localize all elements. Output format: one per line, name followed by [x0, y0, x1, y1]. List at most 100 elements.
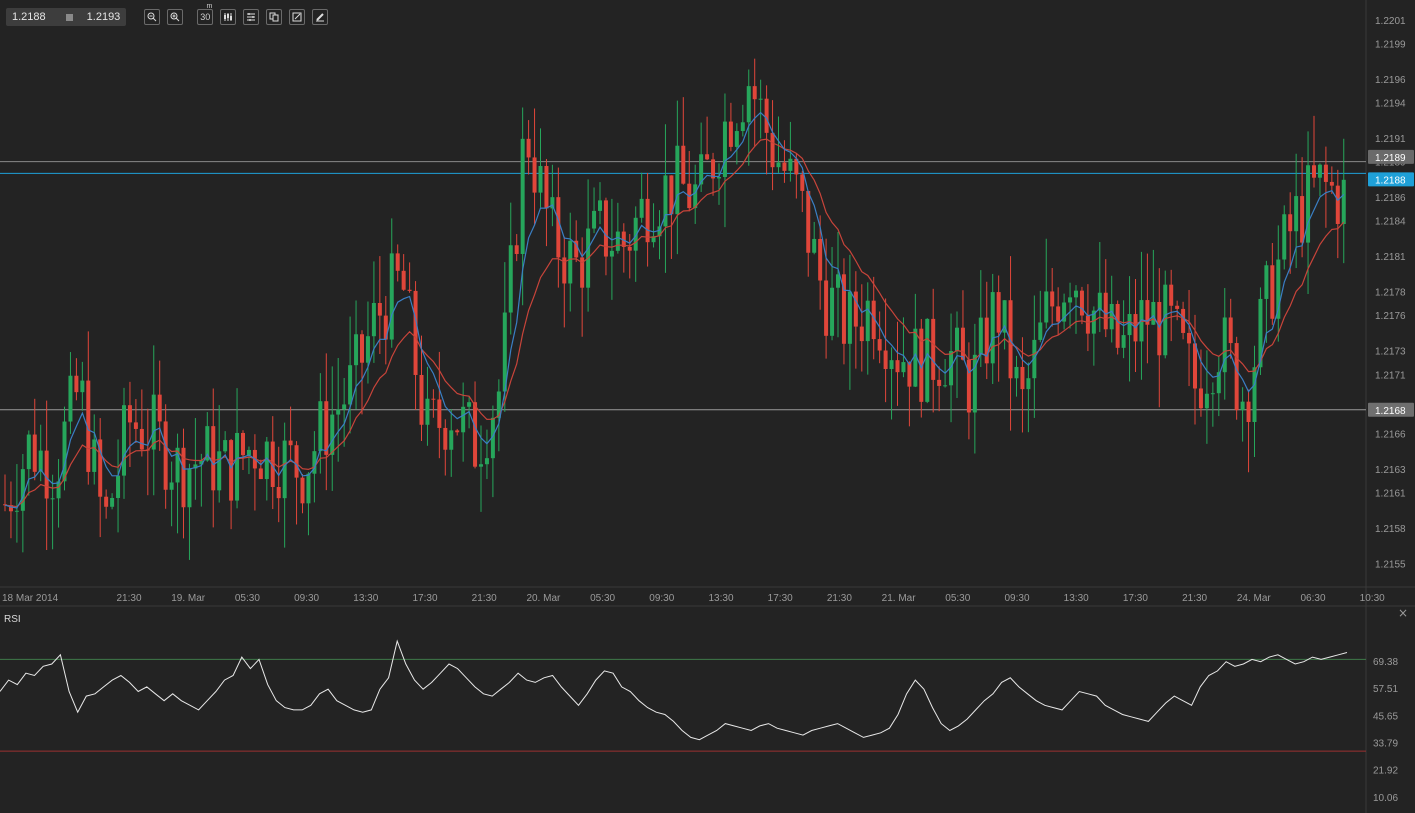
candle-body	[592, 210, 597, 229]
candle-body	[1115, 304, 1120, 348]
time-tick-label: 13:30	[1064, 593, 1089, 604]
candle-body	[282, 440, 287, 499]
candle-body	[1193, 343, 1197, 389]
candle-body	[1121, 335, 1126, 348]
quote-separator-icon	[65, 13, 73, 21]
candle-body	[211, 426, 216, 491]
chart-type-icon[interactable]	[220, 9, 237, 25]
time-tick-label: 17:30	[768, 593, 793, 604]
candle-body	[276, 486, 281, 499]
candle-body	[1127, 314, 1132, 336]
candle-body	[26, 434, 31, 470]
candle-body	[818, 238, 823, 281]
candle-body	[1335, 185, 1340, 224]
candle-body	[764, 98, 769, 133]
pencil-icon[interactable]	[312, 9, 329, 25]
price-quote[interactable]: 1.2188 1.2193	[6, 8, 127, 26]
candle-body	[1044, 291, 1049, 323]
rsi-tick-label: 57.51	[1373, 684, 1398, 695]
candle-body	[270, 441, 275, 487]
candle-body	[984, 317, 989, 364]
rsi-line	[0, 639, 1348, 741]
candle-body	[449, 430, 454, 450]
draw-icon[interactable]	[289, 9, 306, 25]
candle-body	[526, 138, 531, 158]
candle-body	[38, 450, 43, 472]
candle-body	[603, 200, 608, 257]
candle-body	[20, 469, 25, 511]
timeframe-button[interactable]: 30 m	[197, 3, 214, 25]
ask-price-label-bg	[1368, 149, 1414, 164]
candle-body	[389, 253, 394, 340]
zoom-out-icon[interactable]	[144, 9, 161, 25]
candle-body	[496, 391, 501, 418]
candle-body	[241, 432, 245, 456]
candle-body	[365, 336, 370, 363]
price-tick-label: 1.2163	[1375, 465, 1406, 476]
candle-body	[1317, 164, 1322, 178]
price-tick-label: 1.2178	[1375, 288, 1406, 299]
candle-body	[931, 318, 936, 380]
price-tick-label: 1.2199	[1375, 39, 1406, 50]
candle-body	[294, 445, 299, 478]
candle-body	[354, 334, 359, 366]
price-tick-label: 1.2173	[1375, 347, 1406, 358]
candle-body	[14, 510, 19, 512]
current-price-label: 1.2188	[1375, 175, 1406, 186]
bid-price: 1.2188	[12, 11, 46, 23]
candle-body	[544, 165, 549, 209]
time-tick-label: 17:30	[1123, 593, 1148, 604]
candle-body	[580, 257, 585, 288]
candle-body	[217, 451, 222, 491]
candle-body	[407, 289, 412, 291]
copy-icon[interactable]	[266, 9, 283, 25]
candle-body	[717, 177, 721, 179]
candle-body	[901, 362, 906, 373]
candle-body	[235, 432, 240, 501]
level-price-label-bg	[1368, 402, 1414, 417]
candle-body	[127, 405, 132, 423]
candle-body	[532, 157, 537, 193]
indicators-icon[interactable]	[243, 9, 260, 25]
candle-body	[502, 312, 507, 392]
chart-toolbar: 1.2188 1.2193 30 m	[6, 3, 329, 26]
candle-body	[1306, 165, 1311, 243]
price-tick-label: 1.2194	[1375, 99, 1406, 110]
candle-body	[1068, 297, 1073, 303]
slow-moving-average-line	[4, 138, 1345, 508]
candle-body	[1008, 300, 1013, 379]
time-tick-label: 17:30	[412, 593, 437, 604]
candle-body	[1020, 366, 1025, 390]
zoom-in-icon[interactable]	[167, 9, 184, 25]
candle-body	[1258, 298, 1263, 368]
close-icon: ×	[1398, 606, 1408, 620]
time-tick-label: 13:30	[353, 593, 378, 604]
candle-body	[955, 327, 959, 352]
candle-body	[1198, 388, 1203, 409]
candle-body	[3, 504, 7, 506]
candle-body	[437, 399, 442, 428]
time-tick-label: 06:30	[1300, 593, 1325, 604]
candle-body	[705, 154, 710, 160]
current-price-label-bg	[1368, 172, 1414, 187]
candle-body	[324, 401, 329, 455]
time-tick-label: 21:30	[116, 593, 141, 604]
price-tick-label: 1.2161	[1375, 488, 1406, 499]
candle-body	[490, 417, 495, 459]
candle-body	[1288, 214, 1293, 232]
time-tick-label: 21:30	[827, 593, 852, 604]
candle-body	[395, 253, 400, 271]
candle-body	[937, 379, 942, 386]
candle-body	[996, 292, 1001, 333]
candle-body	[377, 303, 382, 316]
price-tick-label: 1.2184	[1375, 217, 1406, 228]
candle-body	[615, 231, 620, 251]
price-tick-label: 1.2196	[1375, 75, 1406, 86]
candle-body	[972, 354, 977, 413]
candle-body	[556, 197, 561, 258]
candle-body	[669, 175, 674, 215]
candle-body	[877, 339, 882, 351]
candle-body	[895, 360, 900, 373]
candle-body	[461, 406, 466, 433]
